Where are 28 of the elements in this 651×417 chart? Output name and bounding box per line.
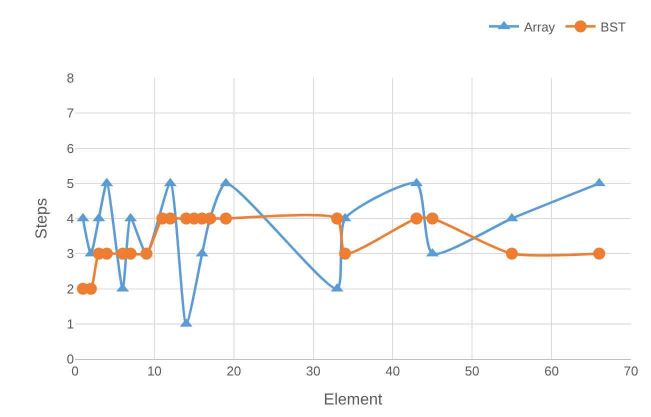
- x-tick-label: 50: [464, 364, 480, 379]
- point: [220, 212, 232, 224]
- y-tick-label: 0: [66, 352, 74, 367]
- x-tick-label: 10: [147, 364, 162, 379]
- x-tick-label: 30: [306, 364, 321, 379]
- point: [426, 212, 438, 224]
- y-tick-label: 3: [66, 246, 74, 262]
- y-tick-label: 5: [66, 176, 74, 191]
- y-tick-label: 8: [66, 70, 74, 86]
- point: [140, 248, 152, 260]
- x-tick-label: 40: [385, 364, 400, 379]
- y-tick-label: 7: [66, 106, 74, 121]
- point: [339, 248, 352, 260]
- x-tick-label: 60: [544, 364, 559, 379]
- point: [593, 248, 606, 260]
- point: [506, 248, 518, 260]
- point: [331, 212, 344, 224]
- point: [410, 212, 423, 224]
- y-tick-label: 1: [66, 316, 74, 332]
- y-tick-label: 4: [66, 211, 74, 226]
- y-tick-label: 6: [66, 140, 74, 156]
- x-tick-label: 20: [226, 364, 242, 379]
- legend-label: BST: [600, 19, 626, 34]
- legend-label: Array: [524, 19, 556, 34]
- x-axis-title: Element: [324, 391, 383, 408]
- x-tick-label: 70: [624, 364, 638, 379]
- y-axis-title: Steps: [34, 198, 51, 239]
- y-tick-label: 2: [66, 281, 74, 296]
